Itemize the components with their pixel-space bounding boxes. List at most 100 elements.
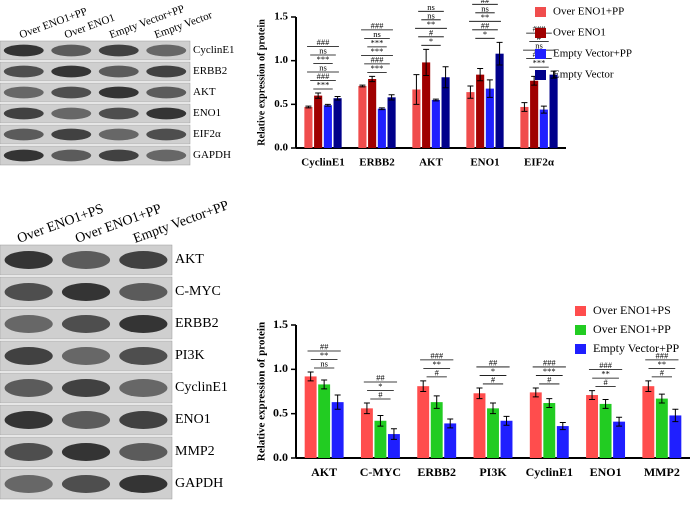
- blot-band: [51, 86, 92, 99]
- blot-band: [61, 283, 111, 301]
- significance-label: ns: [319, 62, 327, 72]
- significance-label: ns: [373, 29, 381, 39]
- x-tick-label: AKT: [419, 157, 444, 169]
- protein-label: CyclinE1: [175, 380, 228, 395]
- significance-label: ns: [427, 10, 435, 20]
- blot-band: [51, 65, 92, 78]
- legend-swatch: [535, 28, 546, 38]
- blot-band: [61, 379, 111, 397]
- blot-band: [4, 379, 53, 397]
- bar: [485, 88, 494, 148]
- error-bar: [305, 105, 312, 109]
- significance-label: #: [491, 374, 496, 384]
- significance-label: ##: [481, 0, 490, 5]
- blot-band: [4, 251, 53, 269]
- blot-band: [3, 149, 44, 162]
- significance-label: ###: [371, 20, 385, 30]
- bar: [304, 106, 313, 148]
- error-bar: [377, 414, 384, 427]
- bar: [377, 108, 386, 148]
- x-tick-label: ERBB2: [359, 157, 395, 169]
- error-bar: [658, 393, 665, 404]
- error-bar: [388, 94, 395, 101]
- significance-label: **: [320, 350, 329, 360]
- significance-label: ns: [481, 3, 489, 13]
- blot-band: [61, 251, 111, 269]
- blot-band: [98, 128, 139, 141]
- protein-label: EIF2α: [193, 128, 221, 140]
- significance-label: ###: [655, 350, 669, 360]
- significance-label: ***: [371, 46, 384, 56]
- significance-label: ##: [376, 372, 385, 382]
- error-bar: [645, 380, 652, 392]
- bar: [333, 98, 342, 148]
- bar: [304, 376, 317, 458]
- legend-swatch: [535, 7, 546, 17]
- error-bar: [369, 75, 376, 83]
- protein-label: ERBB2: [193, 65, 227, 77]
- legend-label: Empty Vector: [553, 69, 614, 81]
- bar: [358, 85, 367, 148]
- bar: [476, 74, 485, 148]
- y-tick-label: 1.0: [273, 361, 288, 375]
- significance-label: *: [491, 366, 495, 376]
- x-tick-label: ENO1: [470, 157, 499, 169]
- protein-label: AKT: [175, 252, 204, 267]
- error-bar: [532, 387, 539, 398]
- x-tick-label: ENO1: [590, 465, 622, 479]
- error-bar: [334, 95, 341, 101]
- error-bar: [477, 68, 484, 82]
- protein-label: ENO1: [175, 412, 211, 427]
- significance-label: #: [435, 367, 440, 377]
- bar: [539, 109, 548, 148]
- blot-strip: [0, 103, 191, 124]
- significance-label: *: [429, 36, 433, 46]
- legend-swatch: [535, 49, 546, 59]
- significance-label: #: [547, 374, 552, 384]
- error-bar: [447, 418, 454, 429]
- legend-label: Over ENO1+PP: [553, 6, 624, 18]
- significance-label: **: [658, 359, 667, 369]
- blot-band: [4, 283, 53, 301]
- significance-label: #: [378, 389, 383, 399]
- blot-band: [4, 475, 53, 493]
- bar: [487, 408, 499, 458]
- significance-label: *: [378, 381, 382, 391]
- error-bar: [378, 107, 385, 111]
- bar: [466, 92, 475, 148]
- error-bar: [433, 395, 440, 409]
- error-bar: [546, 398, 553, 408]
- y-tick-label: 0.5: [273, 405, 288, 419]
- error-bar: [467, 85, 474, 99]
- significance-label: ***: [371, 37, 384, 47]
- bar: [669, 415, 682, 458]
- significance-label: ###: [317, 37, 331, 47]
- significance-label: *: [483, 29, 487, 39]
- bar: [599, 403, 612, 458]
- protein-label: CyclinE1: [193, 44, 235, 56]
- legend-label: Over ENO1: [553, 27, 606, 39]
- blot-band: [98, 86, 139, 99]
- blot-band: [51, 44, 92, 57]
- blot-band: [4, 411, 53, 429]
- significance-label: ###: [317, 71, 331, 81]
- significance-label: ns: [427, 2, 435, 12]
- blot-strip: [0, 61, 191, 82]
- blot-band: [3, 128, 44, 141]
- error-bar: [442, 66, 449, 89]
- error-bar: [432, 98, 439, 102]
- blot-band: [61, 347, 111, 365]
- significance-label: ***: [317, 79, 330, 89]
- bar: [412, 89, 421, 148]
- blot-band: [119, 411, 168, 429]
- blot-band: [4, 443, 53, 461]
- bar: [387, 97, 396, 148]
- y-tick-label: 1.5: [273, 317, 288, 331]
- blot-band: [3, 44, 44, 57]
- blot-band: [61, 315, 111, 333]
- blot-band: [146, 128, 187, 141]
- blot-strip: [0, 40, 191, 61]
- x-tick-label: EIF2α: [524, 157, 555, 169]
- blot-band: [4, 347, 53, 365]
- protein-label: GAPDH: [193, 149, 231, 161]
